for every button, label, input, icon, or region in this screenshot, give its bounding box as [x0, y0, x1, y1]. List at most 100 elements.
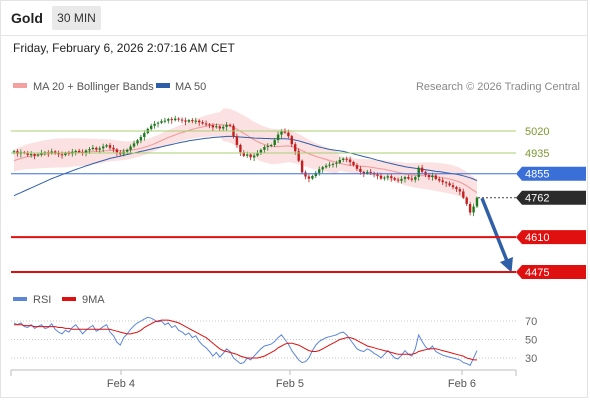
candle [438, 176, 441, 183]
candle [451, 182, 455, 190]
candle [324, 163, 328, 169]
candle [417, 165, 420, 181]
legend-label-bollinger: MA 20 + Bollinger Bands [33, 81, 154, 93]
instrument-tab-bar: Gold 30 MIN [0, 0, 588, 36]
candle [57, 150, 60, 158]
candle [115, 148, 119, 156]
candle [403, 175, 407, 183]
rsi-tick-50: 50 [525, 335, 537, 347]
candle [150, 123, 153, 131]
rsi-line [13, 316, 478, 367]
candle [215, 123, 218, 129]
candle [139, 134, 143, 144]
candle [259, 148, 263, 156]
candle [129, 144, 132, 154]
candle [300, 159, 304, 175]
candle [400, 176, 403, 184]
candle [472, 203, 475, 217]
candle [208, 122, 211, 129]
level-tag-4762 [516, 190, 586, 205]
candle [102, 143, 105, 152]
candle [390, 173, 393, 182]
candle [355, 163, 359, 171]
candle [204, 120, 208, 127]
candle [328, 161, 331, 168]
candle [270, 143, 273, 148]
candle [318, 166, 321, 176]
candle [396, 177, 400, 183]
candle [462, 188, 465, 200]
level-label-4762: 4762 [525, 193, 549, 205]
candle [225, 121, 228, 131]
price-levels: 5020 4935 4855 4762 4610 4475 [11, 126, 586, 279]
candle [153, 120, 156, 129]
candle [136, 139, 139, 146]
candle [198, 119, 201, 126]
bollinger-band-area [14, 108, 477, 206]
candle [174, 115, 177, 122]
rsi-legend: RSI 9MA [13, 294, 105, 306]
main-plot [12, 108, 513, 273]
rsi-tick-30: 30 [525, 353, 537, 365]
candle [345, 156, 348, 163]
level-label-4855: 4855 [525, 169, 549, 181]
candle [331, 162, 335, 168]
level-label-4610: 4610 [525, 232, 549, 244]
candle [95, 146, 98, 152]
candle [108, 143, 112, 150]
candle [29, 151, 33, 158]
candle [342, 157, 345, 163]
candle [410, 175, 413, 182]
legend-swatch-ma50 [156, 83, 170, 88]
candle [458, 187, 462, 196]
x-tick-label: Feb 6 [448, 378, 476, 390]
level-label-4475: 4475 [525, 267, 549, 279]
candle [414, 175, 417, 183]
candle [393, 176, 396, 181]
candle [184, 117, 187, 126]
candle [335, 160, 338, 168]
candle [12, 149, 16, 155]
candle [167, 117, 170, 124]
main-legend: MA 20 + Bollinger Bands MA 50 Research ©… [13, 81, 580, 93]
candle [74, 149, 77, 156]
candle [441, 177, 444, 186]
candle [105, 143, 108, 148]
candle [163, 117, 167, 124]
candle [297, 148, 300, 163]
candle [26, 150, 29, 157]
candle [304, 170, 307, 180]
candle [249, 153, 252, 161]
candle [194, 117, 197, 125]
candle [54, 150, 57, 155]
legend-swatch-bollinger [13, 83, 27, 88]
candle [126, 148, 129, 155]
legend-credit: Research © 2026 Trading Central [416, 81, 580, 93]
candle [475, 196, 479, 208]
symbol-title: Gold [11, 10, 43, 26]
timeframe-button[interactable]: 30 MIN [52, 6, 101, 30]
candle [468, 201, 472, 216]
candle [444, 180, 448, 187]
candle [448, 181, 451, 187]
timestamp: Friday, February 6, 2026 2:07:16 AM CET [13, 41, 235, 55]
candle [407, 174, 410, 180]
candle [273, 137, 276, 148]
candle [64, 151, 67, 157]
level-tag-4475 [516, 265, 586, 279]
x-tick-label: Feb 5 [276, 378, 304, 390]
candle [156, 121, 160, 128]
candle [266, 143, 269, 151]
candle [455, 185, 458, 193]
candle [321, 165, 324, 173]
ma20-line [13, 123, 478, 194]
candle [143, 130, 146, 141]
ma50-line [13, 135, 478, 197]
legend-label-9ma: 9MA [82, 294, 105, 306]
candle [218, 125, 221, 131]
candle [348, 156, 352, 166]
level-label-4935: 4935 [525, 148, 549, 160]
candle [290, 134, 293, 148]
